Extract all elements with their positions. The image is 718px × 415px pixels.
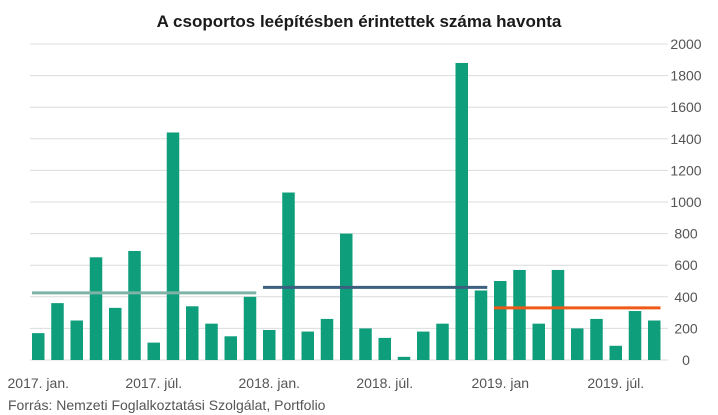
bar bbox=[474, 290, 488, 360]
bar bbox=[263, 329, 276, 360]
x-tick-label: 2018. júl. bbox=[356, 375, 413, 391]
bar bbox=[301, 331, 314, 360]
y-tick-label: 1000 bbox=[670, 194, 701, 210]
y-tick-label: 1400 bbox=[670, 131, 701, 147]
bar bbox=[628, 311, 642, 360]
bar bbox=[51, 303, 64, 360]
bar bbox=[109, 307, 122, 360]
x-tick-label: 2017. jan. bbox=[8, 375, 70, 391]
bar bbox=[551, 269, 565, 360]
average-lines bbox=[32, 285, 661, 310]
bar bbox=[648, 320, 661, 360]
bar bbox=[571, 328, 584, 360]
bars bbox=[32, 62, 661, 361]
bar bbox=[186, 306, 199, 360]
bar bbox=[532, 323, 545, 360]
bar bbox=[340, 233, 353, 360]
y-tick-label: 200 bbox=[674, 320, 698, 336]
bar bbox=[513, 269, 526, 360]
bar bbox=[494, 281, 507, 360]
bar bbox=[128, 250, 141, 360]
y-tick-label: 800 bbox=[674, 226, 698, 242]
y-tick-label: 600 bbox=[674, 257, 698, 273]
bar bbox=[590, 318, 603, 360]
y-tick-label: 1800 bbox=[670, 68, 701, 84]
y-tick-label: 1600 bbox=[670, 99, 701, 115]
bar bbox=[417, 331, 430, 360]
y-tick-label: 2000 bbox=[670, 36, 701, 52]
bar bbox=[224, 336, 237, 360]
bar bbox=[243, 296, 257, 360]
x-tick-label: 2019. jan bbox=[471, 375, 529, 391]
bar bbox=[320, 318, 334, 360]
x-tick-label: 2017. júl. bbox=[125, 375, 182, 391]
bar bbox=[166, 132, 180, 360]
bar bbox=[609, 345, 622, 360]
x-tick-label: 2018. jan. bbox=[239, 375, 301, 391]
y-tick-label: 400 bbox=[674, 289, 698, 305]
bar bbox=[455, 62, 468, 361]
x-tick-label: 2019. júl. bbox=[587, 375, 644, 391]
bar bbox=[205, 323, 218, 360]
bar bbox=[282, 192, 295, 360]
y-tick-label: 0 bbox=[682, 352, 690, 368]
bar bbox=[89, 257, 103, 360]
chart-title: A csoportos leépítésben érintettek száma… bbox=[157, 12, 562, 31]
bar bbox=[436, 323, 449, 360]
bar bbox=[397, 356, 411, 360]
y-axis-labels: 0 200 400 600 800 1000 1200 1400 1600 1800 2000 bbox=[670, 36, 701, 368]
bar bbox=[378, 337, 391, 360]
y-tick-label: 1200 bbox=[670, 162, 701, 178]
bar bbox=[70, 320, 83, 360]
bar bbox=[359, 328, 372, 360]
bar bbox=[32, 333, 45, 360]
source-note: Forrás: Nemzeti Foglalkoztatási Szolgála… bbox=[8, 397, 326, 413]
x-axis-labels: 2017. jan. 2017. júl. 2018. jan. 2018. júl.… bbox=[8, 375, 645, 391]
bar bbox=[147, 342, 160, 360]
